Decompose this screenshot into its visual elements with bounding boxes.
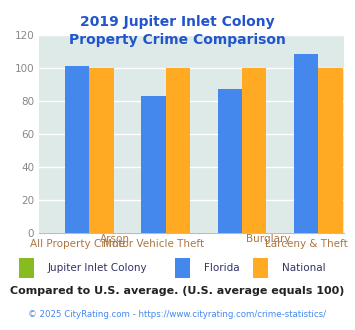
Text: Florida: Florida [204,263,240,273]
Bar [294,54,318,233]
Text: © 2025 CityRating.com - https://www.cityrating.com/crime-statistics/: © 2025 CityRating.com - https://www.city… [28,310,327,319]
Text: Motor Vehicle Theft: Motor Vehicle Theft [103,239,204,249]
Bar [242,68,267,233]
Text: National: National [282,263,326,273]
Bar [89,68,114,233]
Text: Burglary: Burglary [246,234,290,244]
Text: Larceny & Theft: Larceny & Theft [265,239,348,249]
Bar [166,68,190,233]
Bar [218,89,242,233]
Text: 2019 Jupiter Inlet Colony
Property Crime Comparison: 2019 Jupiter Inlet Colony Property Crime… [69,15,286,47]
Text: Jupiter Inlet Colony: Jupiter Inlet Colony [48,263,148,273]
Bar [65,66,89,233]
Bar [318,68,343,233]
Text: Arson: Arson [100,234,130,244]
Bar [141,96,166,233]
Text: Compared to U.S. average. (U.S. average equals 100): Compared to U.S. average. (U.S. average … [10,286,345,296]
Text: All Property Crime: All Property Crime [30,239,125,249]
